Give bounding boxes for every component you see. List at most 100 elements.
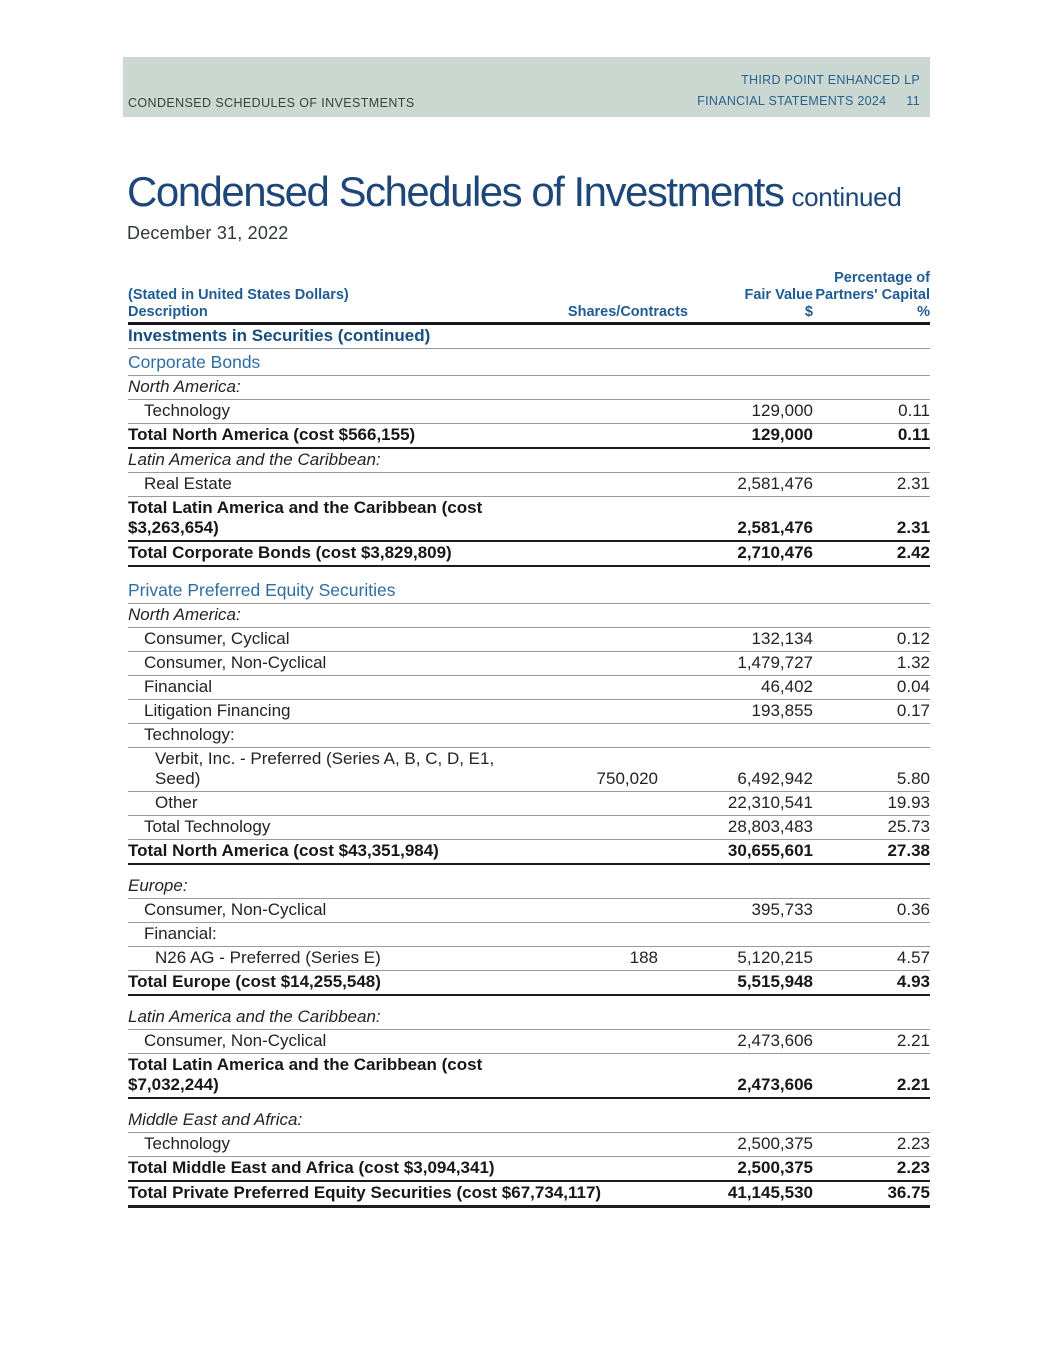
row-description: Total North America (cost $43,351,984) <box>128 841 439 860</box>
table-row: Total Latin America and the Caribbean (c… <box>128 1054 930 1099</box>
row-fair-value: 2,473,606 <box>737 1075 813 1094</box>
row-percentage: 0.36 <box>896 900 930 919</box>
row-description: Verbit, Inc. - Preferred (Series A, B, C… <box>155 749 495 788</box>
row-fair-value: 6,492,942 <box>737 769 813 788</box>
page-title-suffix: continued <box>791 182 902 212</box>
row-description: Private Preferred Equity Securities <box>128 580 396 600</box>
table-row: Consumer, Non-Cyclical 1,479,727 1.32 <box>128 652 930 676</box>
row-fair-value: 129,000 <box>751 401 813 420</box>
row-description: Consumer, Non-Cyclical <box>144 900 327 919</box>
row-fair-value: 2,581,476 <box>737 474 813 493</box>
row-description: Total Latin America and the Caribbean (c… <box>128 498 483 537</box>
row-description: Financial <box>144 677 213 696</box>
table-row: Real Estate 2,581,476 2.31 <box>128 473 930 497</box>
table-row: Consumer, Cyclical 132,134 0.12 <box>128 628 930 652</box>
table-row: Total Europe (cost $14,255,548) 5,515,948… <box>128 971 930 996</box>
table-row: Financial: <box>128 923 930 947</box>
col-header-description: Description <box>128 304 208 320</box>
row-description: North America: <box>128 605 241 624</box>
row-fair-value: 5,120,215 <box>737 948 813 967</box>
row-description: Technology <box>144 1134 231 1153</box>
row-description: Total Technology <box>144 817 271 836</box>
row-fair-value: 193,855 <box>751 701 813 720</box>
table-row: Consumer, Non-Cyclical 2,473,606 2.21 <box>128 1030 930 1054</box>
row-percentage: 2.21 <box>896 1075 930 1094</box>
row-percentage: 2.42 <box>896 543 930 562</box>
table-row: Consumer, Non-Cyclical 395,733 0.36 <box>128 899 930 923</box>
row-fair-value: 5,515,948 <box>737 972 813 991</box>
table-body: Investments in Securities (continued) Cor… <box>128 325 930 1208</box>
col-header-percentage-of: Percentage of <box>834 270 930 286</box>
row-percentage: 2.31 <box>896 518 930 537</box>
table-row: Total North America (cost $566,155) 129,0… <box>128 424 930 449</box>
row-percentage: 2.21 <box>896 1031 930 1050</box>
table-header: Percentage of (Stated in United States D… <box>128 268 930 325</box>
row-percentage: 0.17 <box>896 701 930 720</box>
table-row: Total Latin America and the Caribbean (c… <box>128 497 930 542</box>
table-row: Total Technology 28,803,483 25.73 <box>128 816 930 840</box>
row-description: Technology: <box>144 725 235 744</box>
table-row: Investments in Securities (continued) <box>128 325 930 349</box>
row-percentage: 25.73 <box>887 817 930 836</box>
col-header-percent-sign: % <box>917 304 930 320</box>
table-row: Other 22,310,541 19.93 <box>128 792 930 816</box>
row-description: Total Middle East and Africa (cost $3,09… <box>128 1158 495 1177</box>
row-fair-value: 395,733 <box>751 900 813 919</box>
table-row: Technology: <box>128 724 930 748</box>
table-row: Private Preferred Equity Securities <box>128 577 930 604</box>
row-description: Investments in Securities (continued) <box>128 326 431 345</box>
row-percentage: 27.38 <box>887 841 930 860</box>
table-row: Verbit, Inc. - Preferred (Series A, B, C… <box>128 748 930 792</box>
row-description: Total Corporate Bonds (cost $3,829,809) <box>128 543 452 562</box>
row-description: Consumer, Cyclical <box>144 629 290 648</box>
row-description: Latin America and the Caribbean: <box>128 450 381 469</box>
page-title-main: Condensed Schedules of Investments <box>127 168 785 215</box>
row-shares-contracts: 188 <box>629 948 658 967</box>
report-name: FINANCIAL STATEMENTS 2024 <box>697 94 887 108</box>
table-row: N26 AG - Preferred (Series E) 188 5,120,21… <box>128 947 930 971</box>
row-description: Total Latin America and the Caribbean (c… <box>128 1055 483 1094</box>
table-row: Technology 129,000 0.11 <box>128 400 930 424</box>
row-percentage: 5.80 <box>896 769 930 788</box>
table-row: Total Private Preferred Equity Securitie… <box>128 1182 930 1208</box>
title-block: Condensed Schedules of Investments contin… <box>127 168 902 244</box>
col-header-dollar-sign: $ <box>804 304 813 320</box>
row-fair-value: 46,402 <box>761 677 813 696</box>
row-description: Total Europe (cost $14,255,548) <box>128 972 381 991</box>
row-description: Latin America and the Caribbean: <box>128 1007 381 1026</box>
table-row: Latin America and the Caribbean: <box>128 1006 930 1030</box>
table-row: Financial 46,402 0.04 <box>128 676 930 700</box>
row-percentage: 0.11 <box>898 401 930 420</box>
row-percentage: 0.11 <box>897 425 930 444</box>
row-description: Other <box>155 793 198 812</box>
investments-table: Percentage of (Stated in United States D… <box>128 268 930 1208</box>
row-description: Middle East and Africa: <box>128 1110 303 1129</box>
page-header-band: CONDENSED SCHEDULES OF INVESTMENTS THIRD… <box>123 57 930 117</box>
row-percentage: 4.57 <box>896 948 930 967</box>
row-percentage: 36.75 <box>887 1183 930 1202</box>
row-fair-value: 2,500,375 <box>737 1134 813 1153</box>
table-row: Technology 2,500,375 2.23 <box>128 1133 930 1157</box>
row-description: North America: <box>128 377 241 396</box>
row-percentage: 2.23 <box>896 1134 930 1153</box>
row-percentage: 1.32 <box>896 653 930 672</box>
running-header-left: CONDENSED SCHEDULES OF INVESTMENTS <box>128 96 415 110</box>
company-name: THIRD POINT ENHANCED LP <box>741 73 920 87</box>
page-title: Condensed Schedules of Investments contin… <box>127 168 902 216</box>
row-shares-contracts: 750,020 <box>596 769 658 788</box>
table-row: Total Middle East and Africa (cost $3,09… <box>128 1157 930 1182</box>
table-row: Corporate Bonds <box>128 349 930 376</box>
row-fair-value: 28,803,483 <box>727 817 813 836</box>
table-row: Latin America and the Caribbean: <box>128 449 930 473</box>
row-fair-value: 22,310,541 <box>727 793 813 812</box>
row-fair-value: 2,710,476 <box>737 543 813 562</box>
row-fair-value: 41,145,530 <box>727 1183 813 1202</box>
row-description: Real Estate <box>144 474 232 493</box>
row-percentage: 4.93 <box>896 972 930 991</box>
row-description: Corporate Bonds <box>128 352 261 372</box>
page-number: 11 <box>906 94 920 108</box>
row-percentage: 19.93 <box>887 793 930 812</box>
row-description: Europe: <box>128 876 188 895</box>
col-header-fair-value: Fair Value <box>744 287 813 303</box>
